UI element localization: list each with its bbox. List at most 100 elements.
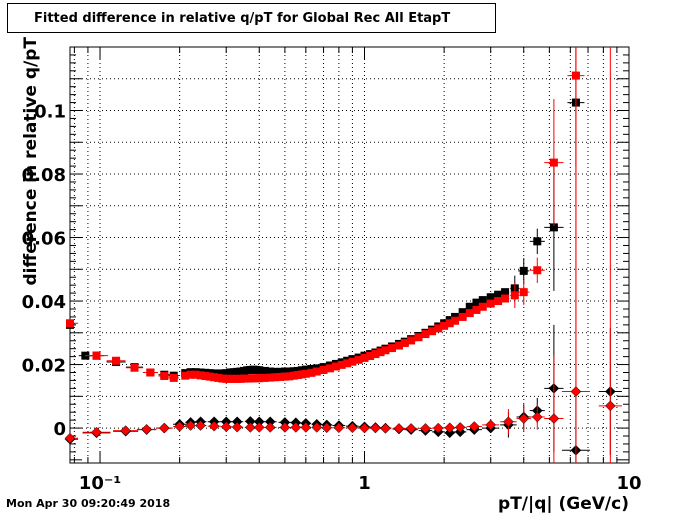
data-point-square bbox=[289, 371, 298, 380]
data-point-square bbox=[360, 353, 369, 362]
chart-title: Fitted difference in relative q/pT for G… bbox=[34, 10, 451, 26]
chart-title-box: Fitted difference in relative q/pT for G… bbox=[7, 3, 496, 33]
data-point-square bbox=[325, 364, 334, 373]
data-point-square bbox=[271, 373, 280, 382]
data-point-square bbox=[337, 360, 346, 369]
data-point-square bbox=[348, 357, 357, 366]
data-point-square bbox=[280, 372, 289, 381]
data-point-square bbox=[428, 327, 437, 336]
data-point-square bbox=[421, 330, 430, 339]
data-point-square bbox=[465, 302, 474, 311]
data-point-square bbox=[289, 367, 298, 376]
data-point-square bbox=[214, 373, 223, 382]
data-point-diamond bbox=[503, 416, 514, 428]
data-point-square bbox=[354, 355, 363, 364]
data-point-square bbox=[191, 370, 200, 379]
data-point-diamond bbox=[231, 421, 243, 433]
data-point-square bbox=[465, 309, 474, 318]
data-point-square bbox=[501, 294, 510, 303]
data-point-square bbox=[472, 298, 481, 307]
timestamp: Mon Apr 30 09:20:49 2018 bbox=[6, 497, 171, 510]
data-point-square bbox=[214, 369, 223, 378]
data-point-square bbox=[266, 367, 275, 376]
data-point-square bbox=[494, 290, 503, 299]
data-point-diamond bbox=[393, 423, 405, 434]
data-point-square bbox=[533, 237, 542, 246]
data-point-square bbox=[343, 359, 352, 368]
series-group bbox=[64, 324, 622, 463]
data-point-square bbox=[271, 367, 280, 376]
data-point-diamond bbox=[174, 421, 185, 432]
data-point-square bbox=[293, 366, 302, 375]
data-point-diamond bbox=[120, 425, 132, 436]
data-point-diamond bbox=[290, 422, 302, 433]
data-point-diamond bbox=[468, 421, 480, 432]
data-point-square bbox=[66, 319, 74, 328]
data-point-square bbox=[169, 373, 178, 382]
data-point-diamond bbox=[531, 411, 543, 423]
data-point-square bbox=[112, 356, 121, 365]
y-tick-label: 0.04 bbox=[22, 292, 66, 313]
data-point-square bbox=[260, 373, 269, 382]
data-point-diamond bbox=[432, 422, 444, 434]
data-point-diamond bbox=[380, 423, 391, 434]
data-point-diamond bbox=[300, 422, 312, 433]
data-point-square bbox=[486, 299, 495, 308]
data-point-diamond bbox=[444, 422, 456, 434]
x-tick-label: 10 bbox=[616, 473, 641, 494]
data-point-diamond bbox=[518, 413, 530, 424]
data-point-square bbox=[255, 374, 264, 383]
data-point-square bbox=[186, 370, 195, 379]
data-point-square bbox=[276, 372, 285, 381]
data-point-diamond bbox=[604, 400, 616, 412]
data-point-square bbox=[260, 366, 269, 375]
data-point-square bbox=[458, 308, 467, 317]
data-point-square bbox=[205, 372, 214, 381]
data-point-square bbox=[478, 296, 487, 305]
plot-frame bbox=[69, 46, 630, 464]
data-point-square bbox=[276, 367, 285, 376]
data-point-diamond bbox=[208, 420, 220, 432]
data-point-square bbox=[494, 297, 503, 306]
data-point-square bbox=[549, 223, 558, 232]
data-point-square bbox=[331, 362, 340, 371]
data-series bbox=[64, 47, 622, 463]
data-point-diamond bbox=[158, 422, 170, 434]
y-tick-label: 0 bbox=[53, 419, 66, 440]
data-point-square bbox=[501, 288, 510, 297]
data-point-diamond bbox=[311, 422, 323, 433]
data-point-square bbox=[285, 367, 294, 376]
data-point-diamond bbox=[195, 420, 206, 431]
series-group bbox=[64, 47, 622, 463]
data-point-square bbox=[366, 351, 375, 360]
data-point-square bbox=[414, 333, 423, 342]
data-point-square bbox=[549, 158, 558, 167]
data-point-diamond bbox=[253, 422, 265, 433]
data-point-square bbox=[312, 367, 321, 376]
data-point-square bbox=[381, 346, 390, 355]
y-tick-label: 0.08 bbox=[22, 165, 66, 186]
data-point-diamond bbox=[485, 419, 497, 431]
data-point-square bbox=[451, 316, 460, 325]
data-point-square bbox=[519, 266, 528, 275]
data-point-square bbox=[181, 371, 190, 380]
data-point-square bbox=[301, 365, 310, 374]
data-point-square bbox=[472, 305, 481, 314]
data-point-square bbox=[486, 293, 495, 302]
data-point-square bbox=[458, 312, 467, 321]
data-point-diamond bbox=[370, 422, 381, 434]
data-point-square bbox=[255, 366, 264, 375]
y-tick-label: 0.02 bbox=[22, 356, 66, 377]
data-point-square bbox=[440, 321, 449, 330]
x-tick-label: 1 bbox=[358, 473, 371, 494]
data-point-square bbox=[387, 344, 396, 353]
data-point-square bbox=[400, 338, 409, 347]
data-point-square bbox=[196, 371, 205, 380]
data-point-diamond bbox=[141, 423, 152, 435]
y-axis-label: difference in relative q/pT bbox=[21, 37, 41, 286]
data-point-diamond bbox=[185, 420, 196, 431]
data-point-square bbox=[285, 372, 294, 381]
data-point-square bbox=[407, 336, 416, 345]
data-point-square bbox=[201, 371, 210, 380]
data-point-diamond bbox=[279, 422, 291, 433]
